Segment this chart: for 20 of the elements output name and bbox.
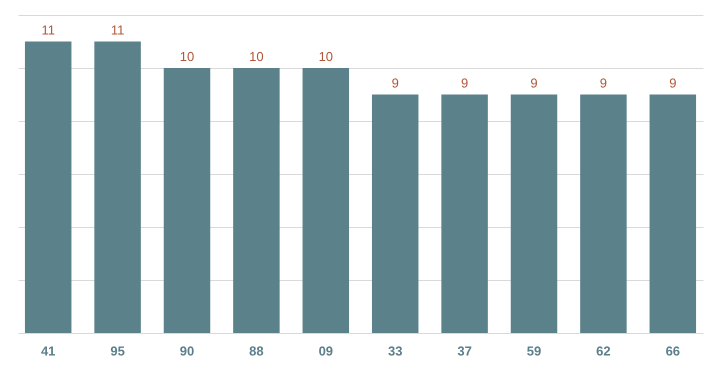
data-label: 9	[669, 76, 676, 90]
x-tick-label: 90	[180, 344, 194, 358]
x-tick-label: 95	[110, 344, 125, 358]
data-label: 11	[41, 22, 55, 38]
x-tick-label: 37	[457, 344, 472, 358]
x-tick-label: 66	[666, 344, 680, 358]
data-label: 9	[460, 76, 468, 90]
data-label: 9	[600, 76, 608, 90]
data-label: 11	[110, 22, 124, 38]
x-tick-label: 59	[526, 344, 542, 358]
x-tick-label: 62	[596, 344, 611, 358]
x-tick-label: 33	[388, 344, 402, 358]
data-label: 10	[180, 49, 194, 64]
x-tick-label: 41	[40, 344, 56, 358]
data-label: 9	[392, 76, 399, 90]
data-label: 9	[530, 76, 538, 90]
x-tick-label: 88	[249, 344, 264, 358]
data-label: 10	[318, 49, 334, 64]
data-label: 10	[249, 49, 264, 64]
x-tick-label: 09	[318, 344, 334, 358]
